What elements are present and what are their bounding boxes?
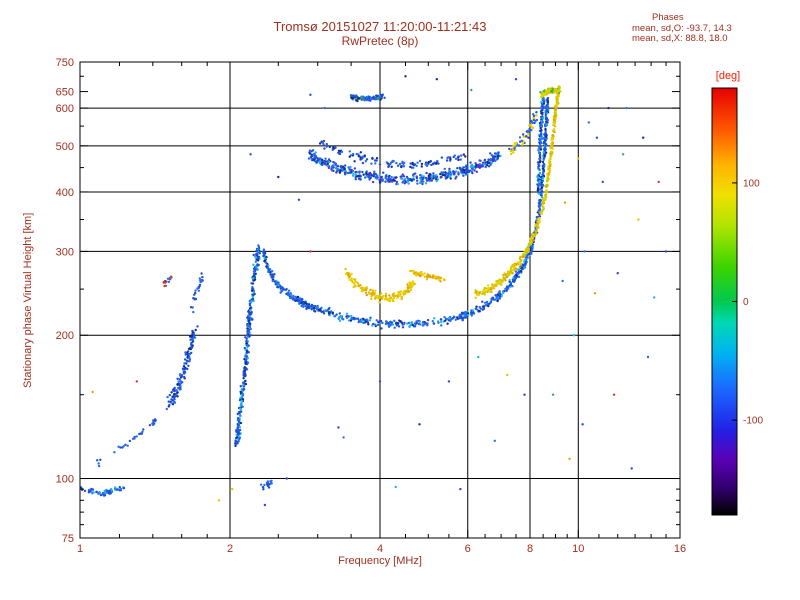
y-tick-label: 75	[62, 533, 74, 545]
axis-ticks	[79, 61, 681, 539]
y-tick-label: 100	[56, 474, 74, 486]
y-axis-label: Stationary phase Virtual Height [km]	[22, 212, 34, 388]
y-tick-label: 400	[56, 187, 74, 199]
colorbar-ticks: 100 0 -100	[732, 178, 763, 427]
y-tick-label: 200	[56, 330, 74, 342]
x-tick-label: 16	[674, 543, 686, 555]
phases-mean-o: mean, sd,O: -93.7, 14.3	[632, 22, 732, 34]
y-tick-label: 500	[56, 141, 74, 153]
x-tick-label: 8	[527, 543, 533, 555]
x-tick-label: 6	[465, 543, 471, 555]
colorbar-tick-label: 100	[743, 178, 760, 189]
x-tick-label: 1	[77, 543, 83, 555]
colorbar-title: [deg]	[715, 70, 741, 82]
page-title: Tromsø 20151027 11:20:00-11:21:43	[273, 19, 487, 34]
x-tick-label: 4	[377, 543, 383, 555]
x-tick-label: 10	[572, 543, 584, 555]
x-tick-label: 2	[227, 543, 233, 555]
plot-subtitle: RwPretec (8p)	[341, 34, 419, 48]
y-tick-label: 750	[56, 57, 74, 69]
scatter-points	[80, 75, 668, 507]
phases-label: Phases	[652, 12, 684, 23]
grid-lines	[80, 62, 680, 538]
phases-annotation: Phases mean, sd,O: -93.7, 14.3 mean, sd,…	[632, 12, 792, 45]
y-tick-label: 650	[56, 87, 74, 99]
y-tick-label: 600	[56, 103, 74, 115]
colorbar-tick-label: 0	[743, 297, 749, 308]
tick-labels: 1 2 4 6 8 10 16 75 100 200 300 400 500 600 650 750	[56, 57, 686, 555]
y-tick-label: 300	[56, 246, 74, 258]
phases-mean-x: mean, sd,X: 88.8, 18.0	[632, 33, 728, 44]
x-axis-label: Frequency [MHz]	[338, 555, 422, 567]
colorbar-tick-label: -100	[743, 416, 763, 427]
